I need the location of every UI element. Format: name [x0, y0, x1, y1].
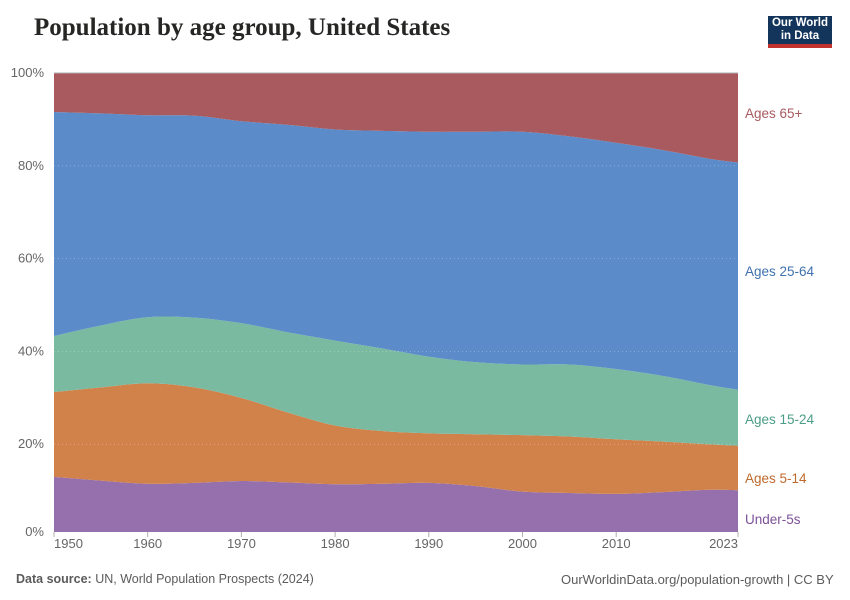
svg-text:2010: 2010: [602, 536, 631, 551]
svg-text:60%: 60%: [18, 251, 44, 266]
svg-text:1960: 1960: [133, 536, 162, 551]
svg-text:2023: 2023: [709, 536, 738, 551]
svg-text:20%: 20%: [18, 436, 44, 451]
svg-text:Ages 25-64: Ages 25-64: [745, 264, 815, 279]
svg-text:2000: 2000: [508, 536, 537, 551]
svg-text:Ages 5-14: Ages 5-14: [745, 471, 807, 486]
svg-text:Ages 15-24: Ages 15-24: [745, 412, 815, 427]
svg-text:Ages 65+: Ages 65+: [745, 106, 803, 121]
svg-text:40%: 40%: [18, 343, 44, 358]
svg-text:Under-5s: Under-5s: [745, 512, 801, 527]
svg-text:1950: 1950: [54, 536, 83, 551]
svg-text:1990: 1990: [414, 536, 443, 551]
svg-text:100%: 100%: [11, 65, 45, 80]
svg-text:80%: 80%: [18, 158, 44, 173]
svg-text:0%: 0%: [25, 524, 44, 539]
svg-text:1970: 1970: [227, 536, 256, 551]
svg-text:1980: 1980: [321, 536, 350, 551]
